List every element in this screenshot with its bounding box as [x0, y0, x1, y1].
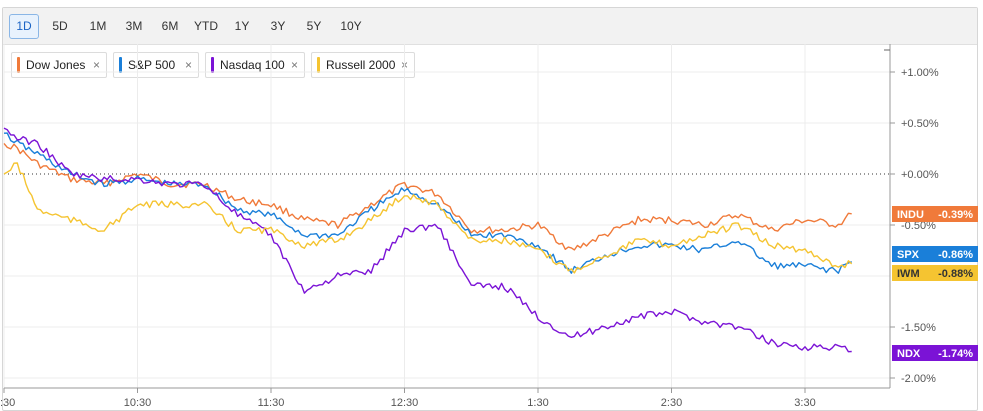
- tag-background: [892, 206, 978, 222]
- tag-symbol: INDU: [897, 209, 924, 221]
- legend-chip-sp-500[interactable]: S&P 500 ×: [113, 52, 199, 78]
- legend-swatch: [119, 57, 122, 73]
- tag-value: -0.88%: [938, 268, 973, 280]
- range-button-5y[interactable]: 5Y: [306, 19, 322, 33]
- range-button-ytd[interactable]: YTD: [194, 19, 218, 33]
- legend-label: S&P 500: [128, 58, 176, 72]
- range-button-5d[interactable]: 5D: [52, 19, 68, 33]
- series-line-dow-jones: [3, 142, 852, 251]
- range-button-1y[interactable]: 1Y: [234, 19, 250, 33]
- range-button-1d[interactable]: 1D: [9, 14, 39, 39]
- last-value-tag-ndx: NDX -1.74%: [892, 345, 978, 361]
- tag-symbol: NDX: [897, 348, 921, 360]
- tag-value: -0.39%: [938, 209, 973, 221]
- legend-chip-nasdaq-100[interactable]: Nasdaq 100 ×: [205, 52, 305, 78]
- chart-frame: 1D 5D 1M 3M 6M YTD 1Y 3Y 5Y 10Y Dow Jone…: [2, 7, 978, 411]
- y-tick-label: -2.00%: [901, 373, 936, 385]
- x-tick-label: 1:30: [527, 397, 548, 409]
- y-tick-label: -1.50%: [901, 322, 936, 334]
- range-button-1m[interactable]: 1M: [89, 19, 107, 33]
- legend-label: Dow Jones: [26, 58, 86, 72]
- tag-background: [892, 345, 978, 361]
- tag-background: [892, 265, 978, 281]
- legend-swatch: [317, 57, 320, 73]
- last-value-tag-indu: INDU -0.39%: [892, 206, 978, 222]
- range-selector: 1D 5D 1M 3M 6M YTD 1Y 3Y 5Y 10Y: [3, 8, 977, 45]
- legend-swatch: [17, 57, 20, 73]
- tag-symbol: IWM: [897, 268, 920, 280]
- y-tick-label: -0.50%: [901, 220, 936, 232]
- x-tick-label: 11:30: [258, 397, 285, 409]
- range-button-3y[interactable]: 3Y: [270, 19, 286, 33]
- x-tick-label: 3:30: [794, 397, 815, 409]
- tag-background: [892, 246, 978, 262]
- tag-value: -0.86%: [938, 249, 973, 261]
- y-axis: +1.00% +0.50% +0.00% -0.50% -1.50% -2.00%: [884, 44, 939, 388]
- close-icon[interactable]: ×: [185, 58, 193, 72]
- series-line-nasdaq-100: [3, 127, 852, 353]
- gridlines: [3, 44, 890, 388]
- tag-value: -1.74%: [938, 348, 973, 360]
- legend-label: Russell 2000: [326, 58, 396, 72]
- x-tick-label: 2:30: [661, 397, 682, 409]
- y-tick-label: +0.00%: [901, 169, 939, 181]
- legend-chip-dow-jones[interactable]: Dow Jones ×: [11, 52, 107, 78]
- last-value-tag-iwm: IWM -0.88%: [892, 265, 978, 281]
- last-value-tags: INDU -0.39% SPX -0.86% IWM -0.88% NDX -1.74%: [892, 206, 978, 361]
- x-tick-label: 12:30: [391, 397, 419, 409]
- series-line-russell-2000: [3, 162, 853, 274]
- tag-symbol: SPX: [897, 249, 920, 261]
- range-button-3m[interactable]: 3M: [125, 19, 143, 33]
- legend-label: Nasdaq 100: [220, 58, 285, 72]
- legend-swatch: [211, 57, 214, 73]
- close-icon[interactable]: ×: [291, 58, 299, 72]
- x-axis: :30 10:30 11:30 12:30 1:30 2:30 3:30: [0, 387, 890, 409]
- range-button-10y[interactable]: 10Y: [340, 19, 362, 33]
- series-lines: [3, 127, 853, 353]
- close-icon[interactable]: ×: [93, 58, 101, 72]
- x-tick-label: 10:30: [124, 397, 152, 409]
- range-button-6m[interactable]: 6M: [161, 19, 179, 33]
- x-tick-label: :30: [0, 397, 15, 409]
- y-tick-label: +1.00%: [901, 67, 939, 79]
- y-tick-label: +0.50%: [901, 118, 939, 130]
- last-value-tag-spx: SPX -0.86%: [892, 246, 978, 262]
